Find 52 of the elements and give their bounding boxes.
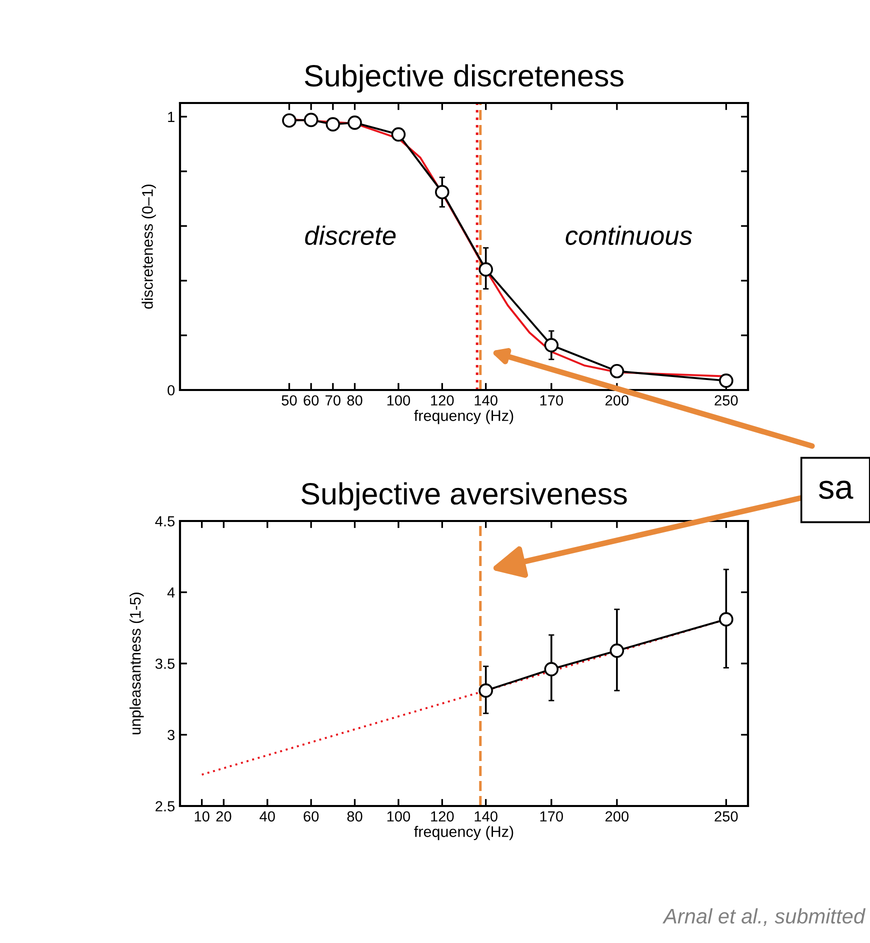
- point: [610, 644, 624, 658]
- y-axis-title: unpleasantness (1-5): [130, 592, 144, 734]
- x-axis-title: frequency (Hz): [414, 826, 514, 840]
- x-axis-title: frequency (Hz): [414, 410, 514, 424]
- text: sa: [818, 480, 854, 499]
- y-tick-label: 0: [168, 385, 175, 396]
- x-tick-label: 20: [216, 811, 232, 822]
- point: [326, 117, 340, 132]
- x-tick-label: 70: [326, 395, 340, 406]
- y-axis-title: discreteness (0–1): [142, 184, 156, 309]
- x-tick-label: 200: [605, 395, 629, 406]
- x-tick-label: 170: [540, 811, 563, 822]
- y-tick-label: 1: [168, 112, 174, 122]
- x-tick-label: 80: [347, 811, 362, 822]
- x-tick-label: 250: [714, 395, 738, 406]
- x-tick-label: 170: [540, 395, 563, 406]
- y-tick-label: 4.5: [155, 516, 175, 526]
- x-tick-label: 10: [194, 811, 210, 822]
- annotation: continuous: [566, 226, 692, 245]
- chart-title: Subjective discreteness: [304, 64, 624, 93]
- point: [391, 127, 406, 142]
- x-tick-label: 100: [387, 811, 410, 822]
- x-tick-label: 100: [387, 395, 410, 406]
- text: Arnal et al., submitted: [662, 908, 866, 926]
- point: [544, 338, 559, 352]
- chart-title: Subjective aversiveness: [302, 482, 627, 511]
- point: [282, 113, 296, 128]
- annotation: discrete: [305, 226, 396, 245]
- x-tick-label: 140: [474, 811, 498, 822]
- point: [610, 364, 624, 378]
- point: [719, 374, 734, 388]
- x-tick-label: 60: [304, 395, 319, 406]
- point: [478, 683, 493, 698]
- y-tick-label: 3: [168, 730, 174, 740]
- x-tick-label: 120: [431, 395, 454, 406]
- y-tick-label: 3.5: [155, 658, 175, 669]
- point: [304, 112, 318, 128]
- x-tick-label: 120: [431, 811, 454, 822]
- x-tick-label: 250: [714, 811, 738, 822]
- y-tick-label: 4: [167, 588, 175, 598]
- x-tick-label: 80: [347, 395, 362, 406]
- x-tick-label: 200: [605, 811, 629, 822]
- x-tick-label: 60: [304, 811, 319, 822]
- point: [544, 662, 559, 676]
- point: [435, 184, 450, 200]
- x-tick-label: 140: [474, 395, 498, 406]
- y-tick-label: 2.5: [156, 801, 175, 812]
- point: [719, 612, 734, 626]
- x-tick-label: 50: [282, 395, 297, 406]
- point: [478, 262, 493, 277]
- x-tick-label: 40: [260, 811, 275, 822]
- point: [348, 116, 362, 130]
